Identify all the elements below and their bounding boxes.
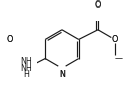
Text: N: N: [59, 70, 65, 79]
Text: O: O: [95, 1, 101, 10]
Text: NH: NH: [20, 57, 32, 66]
Text: O: O: [111, 35, 118, 44]
Text: —: —: [115, 54, 125, 63]
Text: O: O: [95, 0, 101, 9]
Text: H: H: [23, 70, 29, 79]
Text: NH: NH: [20, 64, 32, 73]
Text: O: O: [6, 35, 12, 44]
Text: O: O: [6, 35, 12, 44]
Text: O: O: [111, 35, 118, 44]
Text: N: N: [59, 70, 65, 79]
